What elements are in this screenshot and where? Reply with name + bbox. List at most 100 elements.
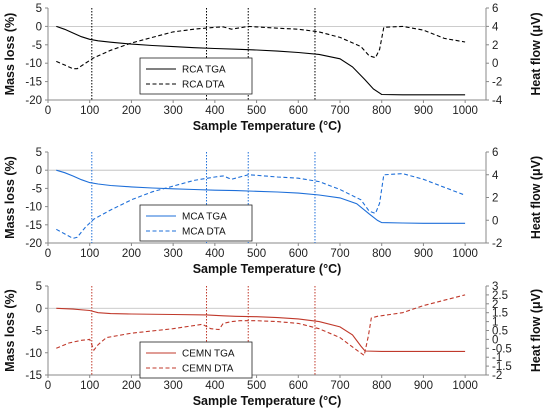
y2-tick-label: 2 bbox=[492, 299, 498, 311]
y2-tick-label: -2 bbox=[492, 77, 502, 89]
x-tick-label: 300 bbox=[164, 105, 183, 117]
y2-tick-label: -2 bbox=[492, 238, 502, 250]
y2-tick-label: -1 bbox=[492, 352, 502, 364]
x-tick-label: 800 bbox=[372, 248, 391, 260]
x-axis-title: Sample Temperature (°C) bbox=[193, 262, 342, 276]
y2-tick-label: -2 bbox=[492, 370, 502, 382]
y-tick-label: -5 bbox=[32, 40, 42, 52]
x-tick-label: 100 bbox=[80, 248, 99, 260]
y2-tick-label: 1.5 bbox=[492, 308, 508, 320]
legend-box bbox=[139, 204, 253, 242]
x-tick-label: 1000 bbox=[452, 105, 478, 117]
legend-label: CEMN TGA bbox=[182, 349, 235, 360]
y-tick-label: -20 bbox=[25, 95, 42, 107]
y2-tick-label: 1 bbox=[492, 317, 498, 329]
y-tick-label: -10 bbox=[25, 58, 42, 70]
y2-tick-label: 4 bbox=[492, 21, 499, 33]
series-line-cemn-tga bbox=[56, 307, 466, 352]
y-tick-label: 0 bbox=[36, 165, 42, 177]
x-tick-label: 400 bbox=[205, 380, 224, 392]
x-tick-label: 400 bbox=[205, 105, 224, 117]
x-tick-label: 200 bbox=[122, 248, 141, 260]
y-axis-title: Mass loss (%) bbox=[3, 289, 17, 372]
y2-tick-label: 6 bbox=[492, 147, 498, 159]
x-tick-label: 100 bbox=[80, 380, 99, 392]
y2-tick-label: -4 bbox=[492, 95, 503, 107]
y-tick-label: -10 bbox=[25, 348, 42, 360]
x-tick-label: 700 bbox=[330, 105, 349, 117]
x-tick-label: 1000 bbox=[452, 380, 478, 392]
x-tick-label: 200 bbox=[122, 380, 141, 392]
y2-tick-label: 0 bbox=[492, 334, 498, 346]
x-tick-label: 0 bbox=[45, 380, 51, 392]
y-tick-label: -10 bbox=[25, 202, 42, 214]
x-tick-label: 800 bbox=[372, 105, 391, 117]
y-tick-label: -5 bbox=[32, 183, 42, 195]
y-tick-label: 5 bbox=[36, 147, 42, 159]
y2-tick-label: 0.5 bbox=[492, 326, 508, 338]
legend-label: MCA TGA bbox=[182, 212, 227, 223]
legend-label: MCA DTA bbox=[182, 227, 226, 238]
x-tick-label: 100 bbox=[80, 105, 99, 117]
x-tick-label: 300 bbox=[164, 248, 183, 260]
x-axis-title: Sample Temperature (°C) bbox=[193, 119, 342, 133]
y2-tick-label: 3 bbox=[492, 281, 498, 293]
y-axis-title: Mass loss (%) bbox=[3, 156, 17, 239]
chart-panel-3: -15-10-505-2-1.5-1-0.500.511.522.530 100 2… bbox=[3, 281, 543, 408]
y-tick-label: 0 bbox=[36, 303, 42, 315]
y2-tick-label: -1.5 bbox=[492, 361, 512, 373]
x-tick-label: 500 bbox=[247, 248, 266, 260]
x-tick-label: 700 bbox=[330, 248, 349, 260]
x-tick-label: 500 bbox=[247, 380, 266, 392]
y2-tick-label: 0 bbox=[492, 58, 498, 70]
x-tick-label: 900 bbox=[414, 248, 433, 260]
y-tick-label: -15 bbox=[25, 77, 42, 89]
x-tick-label: 300 bbox=[164, 380, 183, 392]
y-tick-label: -15 bbox=[25, 220, 42, 232]
y-axis-title: Mass loss (%) bbox=[3, 13, 17, 96]
y-tick-label: 0 bbox=[36, 21, 42, 33]
y2-tick-label: 6 bbox=[492, 3, 498, 15]
series-line-mca-tga bbox=[56, 169, 466, 224]
y2-tick-label: 4 bbox=[492, 170, 499, 182]
y2-tick-label: -0.5 bbox=[492, 343, 512, 355]
x-tick-label: 400 bbox=[205, 248, 224, 260]
x-axis-title: Sample Temperature (°C) bbox=[193, 394, 342, 408]
y2-tick-label: 2.5 bbox=[492, 290, 508, 302]
series-line-cemn-dta bbox=[56, 294, 466, 357]
legend-label: CEMN DTA bbox=[182, 364, 234, 375]
x-tick-label: 0 bbox=[45, 105, 51, 117]
series-line-rca-tga bbox=[56, 25, 466, 96]
y-tick-label: -20 bbox=[25, 238, 42, 250]
y-tick-label: 5 bbox=[36, 281, 42, 293]
y2-axis-title: Heat flow (μV) bbox=[529, 289, 543, 372]
y2-axis-title: Heat flow (μV) bbox=[529, 12, 543, 95]
x-tick-label: 900 bbox=[414, 105, 433, 117]
series-line-mca-dta bbox=[56, 173, 466, 239]
series-line-rca-dta bbox=[56, 25, 466, 70]
x-tick-label: 1000 bbox=[452, 248, 478, 260]
x-tick-label: 200 bbox=[122, 105, 141, 117]
x-tick-label: 600 bbox=[289, 248, 308, 260]
x-tick-label: 500 bbox=[247, 105, 266, 117]
y2-tick-label: 0 bbox=[492, 215, 498, 227]
legend-box bbox=[139, 57, 253, 95]
x-tick-label: 0 bbox=[45, 248, 51, 260]
x-tick-label: 800 bbox=[372, 380, 391, 392]
y-tick-label: -5 bbox=[32, 326, 42, 338]
x-tick-label: 600 bbox=[289, 380, 308, 392]
x-tick-label: 700 bbox=[330, 380, 349, 392]
x-tick-label: 600 bbox=[289, 105, 308, 117]
y-tick-label: 5 bbox=[36, 3, 42, 15]
y2-tick-label: 2 bbox=[492, 193, 498, 205]
x-tick-label: 900 bbox=[414, 380, 433, 392]
y-tick-label: -15 bbox=[25, 370, 42, 382]
y2-axis-title: Heat flow (μV) bbox=[529, 156, 543, 239]
legend-label: RCA TGA bbox=[182, 65, 226, 76]
legend-box bbox=[139, 341, 253, 379]
y2-tick-label: 2 bbox=[492, 40, 498, 52]
